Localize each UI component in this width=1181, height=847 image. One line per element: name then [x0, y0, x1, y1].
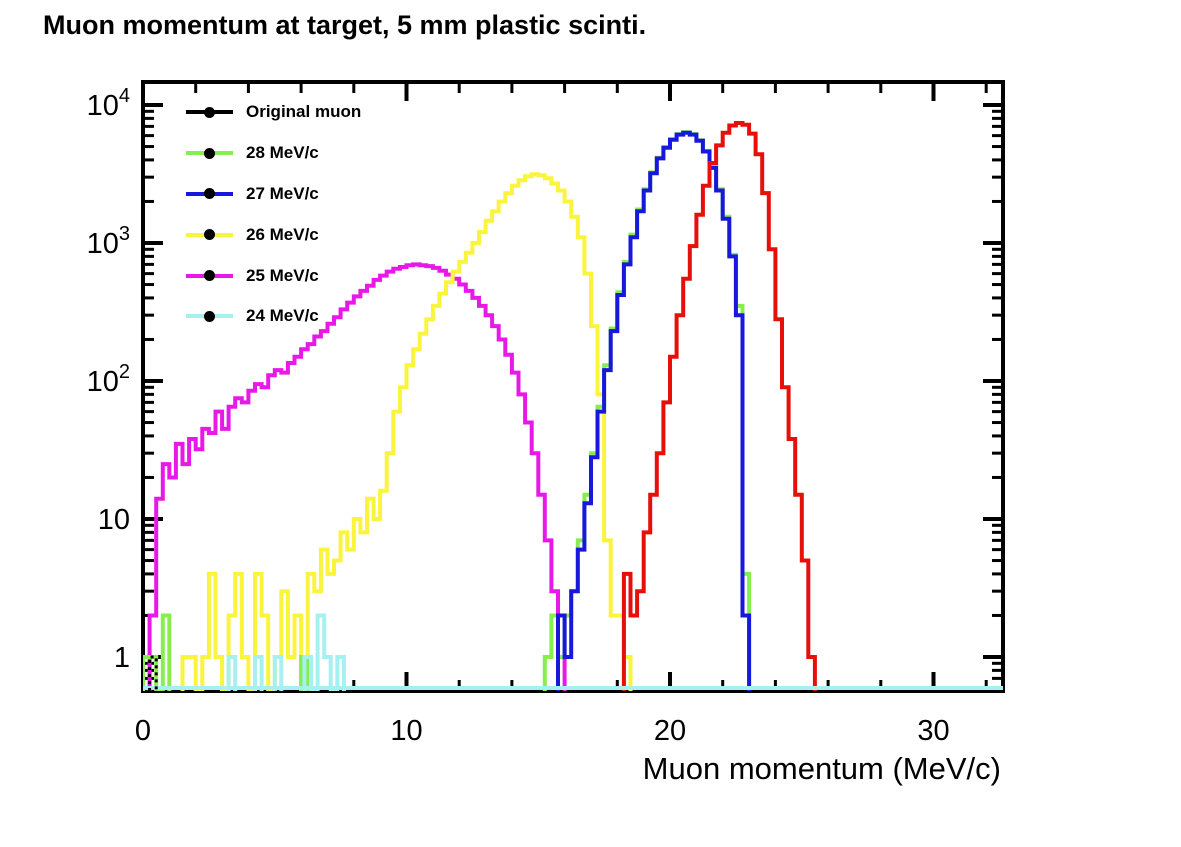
y-axis: 1 10 102 103 104 — [87, 85, 1003, 690]
series-path-24-mev-c — [272, 655, 284, 691]
legend-entry-label: 28 MeV/c — [246, 143, 319, 163]
legend-marker-dot-icon — [204, 147, 215, 159]
series-group — [143, 121, 1003, 691]
series-path-24-mev-c — [253, 655, 264, 691]
legend-entry-26-mev-c: 26 MeV/c — [186, 214, 361, 255]
legend-entry-28-mev-c: 28 MeV/c — [186, 133, 361, 174]
x-axis-tick-label: 30 — [917, 715, 949, 747]
y-axis-decade-label: 104 — [87, 85, 130, 122]
x-axis-tick-label: 0 — [135, 715, 151, 747]
series-path-original-muon — [621, 121, 817, 691]
y-axis-decade-label: 102 — [87, 361, 130, 398]
series-path-26-mev-c — [180, 172, 633, 691]
legend-marker-dot-icon — [204, 310, 215, 322]
legend-entry-label: Original muon — [246, 102, 362, 122]
legend-entry-25-mev-c: 25 MeV/c — [186, 255, 361, 296]
legend-marker-dot-icon — [204, 229, 215, 241]
series-path-24-mev-c — [302, 613, 346, 691]
series-path-27-mev-c — [556, 130, 752, 691]
page-title: Muon momentum at target, 5 mm plastic sc… — [43, 10, 647, 40]
x-axis-title: Muon momentum (MeV/c) — [643, 751, 1001, 786]
legend-entry-original-muon: Original muon — [186, 92, 361, 133]
series-path-24-mev-c — [226, 655, 238, 691]
legend-sample-line — [186, 188, 233, 200]
y-axis-decade-label: 103 — [87, 223, 130, 260]
series-path-original-muon-markers — [148, 655, 158, 691]
y-axis-decade-label: 1 — [114, 642, 130, 674]
legend-sample-line — [186, 147, 233, 159]
legend-sample-line — [186, 310, 233, 322]
x-axis-tick-label: 10 — [390, 715, 422, 747]
y-axis-decade-label: 10 — [98, 504, 130, 536]
legend-sample-line — [186, 106, 233, 118]
legend-entry-label: 26 MeV/c — [246, 224, 319, 244]
series-path-28-mev-c — [143, 613, 172, 691]
series-path-25-mev-c — [147, 262, 567, 691]
x-axis: 0 10 20 30 Muon momentum (MeV/c) — [135, 82, 1001, 786]
legend-sample-line — [186, 229, 233, 241]
legend-entry-27-mev-c: 27 MeV/c — [186, 174, 361, 215]
legend-marker-dot-icon — [204, 188, 215, 200]
legend-entry-label: 25 MeV/c — [246, 265, 319, 285]
legend-sample-line — [186, 270, 233, 282]
legend-marker-dot-icon — [204, 106, 215, 118]
x-axis-tick-label: 20 — [654, 715, 686, 747]
legend-entry-24-mev-c: 24 MeV/c — [186, 296, 361, 337]
legend: Original muon 28 MeV/c 27 MeV/c 26 MeV/c 25 … — [186, 92, 361, 337]
legend-marker-dot-icon — [204, 270, 215, 282]
legend-entry-label: 24 MeV/c — [246, 306, 319, 326]
legend-entry-label: 27 MeV/c — [246, 183, 319, 203]
